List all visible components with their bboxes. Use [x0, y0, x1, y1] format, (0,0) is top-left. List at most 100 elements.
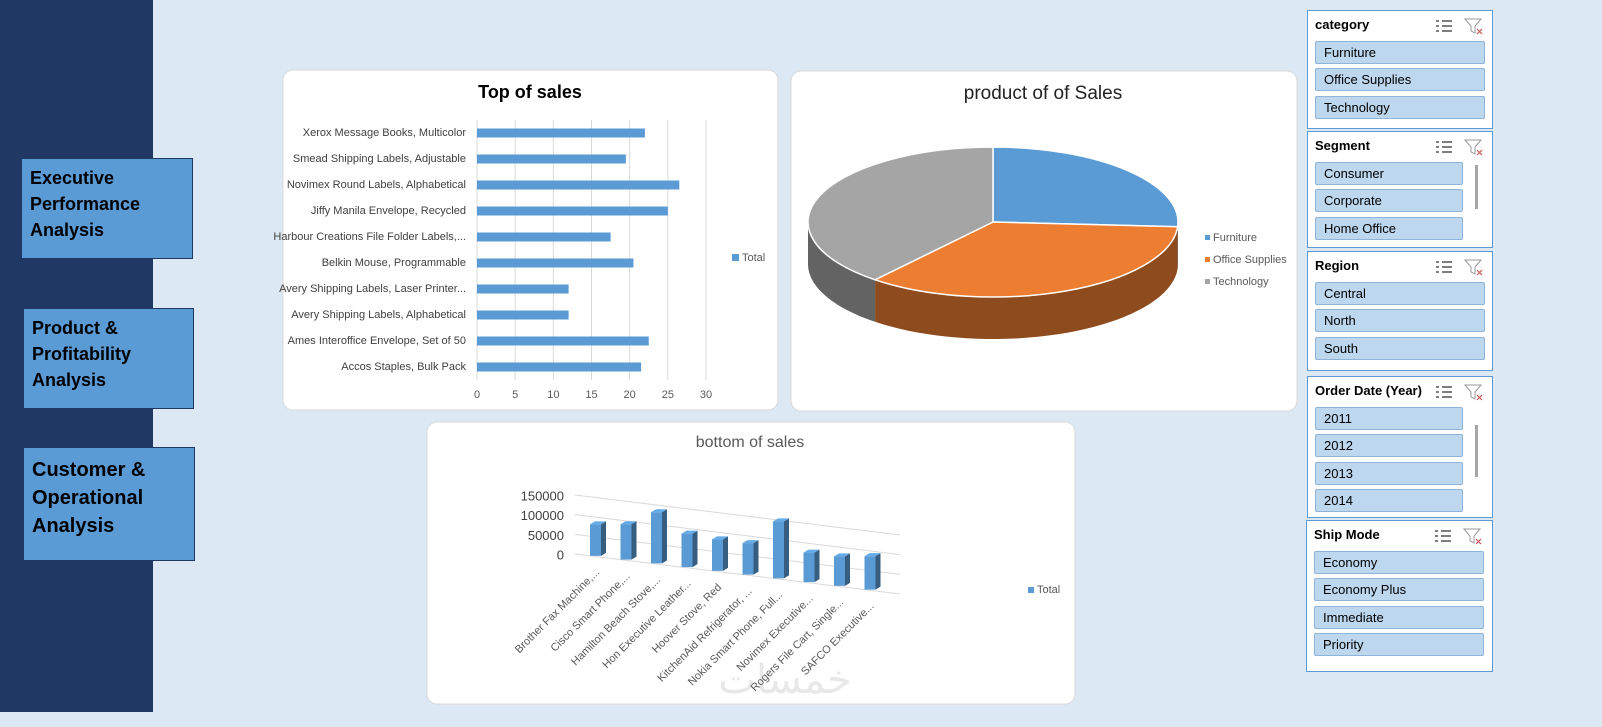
- multi-select-icon[interactable]: [1434, 138, 1454, 156]
- y-tick-label: Avery Shipping Labels, Laser Printer...: [279, 283, 466, 295]
- bar-top: [620, 521, 637, 525]
- chart-title: product of of Sales: [964, 83, 1122, 104]
- bar-top: [742, 540, 759, 544]
- bar-side: [784, 518, 789, 579]
- slicer-item[interactable]: Technology: [1315, 95, 1485, 119]
- slicer: Segment Consumer Corporate Home Office: [1307, 131, 1493, 248]
- bar-side: [845, 553, 850, 586]
- bar-side: [753, 540, 759, 575]
- clear-filter-icon[interactable]: [1464, 138, 1484, 156]
- pie-slice: [807, 146, 994, 281]
- slicer-item[interactable]: 2013: [1315, 461, 1463, 485]
- slicer-item[interactable]: Economy Plus: [1314, 578, 1484, 602]
- y-tick-label: 0: [557, 547, 564, 562]
- bar: [620, 524, 632, 560]
- multi-select-icon[interactable]: [1434, 258, 1454, 276]
- bar-top: [590, 521, 606, 525]
- multi-select-icon[interactable]: [1434, 383, 1454, 401]
- legend-swatch: [1028, 587, 1034, 593]
- slicer: Ship Mode Economy Economy Plus Immediate Pri…: [1306, 520, 1493, 672]
- slicer-item[interactable]: North: [1315, 309, 1485, 333]
- clear-filter-icon[interactable]: [1464, 17, 1484, 35]
- clear-filter-icon[interactable]: [1464, 258, 1484, 276]
- nav-button[interactable]: Customer & Operational Analysis: [23, 447, 195, 561]
- bar: [477, 154, 626, 164]
- chart-title: Top of sales: [478, 82, 582, 102]
- y-tick-label: Jiffy Manila Envelope, Recycled: [311, 205, 466, 217]
- bar: [477, 128, 645, 138]
- bar: [477, 258, 634, 268]
- slicer-item[interactable]: Economy: [1314, 551, 1484, 574]
- grid-line: [574, 553, 901, 595]
- x-tick-label: 10: [547, 389, 559, 401]
- x-tick-label: 5: [512, 389, 518, 401]
- slicer-item[interactable]: Corporate: [1315, 189, 1463, 213]
- slicer-item[interactable]: Furniture: [1315, 41, 1485, 64]
- legend-label: Total: [1037, 584, 1060, 596]
- slicer-title: Region: [1315, 258, 1360, 273]
- bar: [864, 556, 876, 590]
- slicer-title: Ship Mode: [1314, 527, 1380, 542]
- slicer-item[interactable]: 2011: [1315, 407, 1463, 430]
- y-tick-label: 100000: [521, 508, 564, 523]
- legend-swatch: [1205, 279, 1210, 284]
- slicer-item[interactable]: Office Supplies: [1315, 68, 1485, 92]
- scrollbar: [1475, 165, 1478, 209]
- bar-top: [651, 509, 667, 513]
- bar-side: [723, 536, 728, 571]
- bar-top: [834, 553, 850, 557]
- bar: [834, 556, 845, 586]
- slicer: category Furniture Office Supplies Technolo…: [1307, 10, 1493, 129]
- bar-side: [814, 549, 820, 583]
- bar: [477, 336, 649, 346]
- x-tick-label: 20: [624, 389, 636, 401]
- slicer-item[interactable]: 2014: [1315, 488, 1463, 512]
- x-tick-label: 15: [585, 389, 597, 401]
- legend-label: Office Supplies: [1213, 254, 1287, 266]
- clear-filter-icon[interactable]: [1463, 527, 1483, 545]
- slicer-title: Order Date (Year): [1315, 383, 1422, 398]
- slicer-item[interactable]: Central: [1315, 282, 1485, 305]
- slicer-item[interactable]: Home Office: [1315, 216, 1463, 240]
- bar-top: [773, 518, 789, 522]
- slicer-item[interactable]: Consumer: [1315, 162, 1463, 185]
- y-tick-label: Belkin Mouse, Programmable: [322, 257, 466, 269]
- watermark: خمسات: [718, 657, 851, 703]
- y-tick-label: 50000: [528, 528, 564, 543]
- y-tick-label: Smead Shipping Labels, Adjustable: [293, 153, 466, 165]
- bar: [477, 232, 611, 242]
- slicer-item[interactable]: South: [1315, 336, 1485, 360]
- scrollbar: [1475, 425, 1478, 477]
- y-tick-label: Avery Shipping Labels, Alphabetical: [291, 309, 466, 321]
- slicer-title: Segment: [1315, 138, 1370, 153]
- slicer-title: category: [1315, 17, 1370, 32]
- y-tick-label: 150000: [521, 488, 564, 503]
- multi-select-icon[interactable]: [1433, 527, 1453, 545]
- slicer-item[interactable]: 2012: [1315, 434, 1463, 458]
- nav-button[interactable]: Executive Performance Analysis: [21, 158, 193, 259]
- bar: [712, 539, 723, 571]
- bar-side: [601, 521, 606, 556]
- legend-label: Furniture: [1213, 232, 1257, 244]
- clear-filter-icon[interactable]: [1464, 383, 1484, 401]
- bar-top: [681, 530, 698, 534]
- legend-label: Technology: [1213, 276, 1269, 288]
- x-tick-label: 30: [700, 389, 712, 401]
- grid-line: [574, 494, 901, 536]
- y-tick-label: Xerox Message Books, Multicolor: [303, 127, 467, 139]
- bar-top: [803, 549, 820, 553]
- bar-side: [662, 509, 667, 564]
- slicer-item[interactable]: Priority: [1314, 632, 1484, 656]
- bar: [477, 284, 569, 294]
- multi-select-icon[interactable]: [1434, 17, 1454, 35]
- slicer-item[interactable]: Immediate: [1314, 605, 1484, 629]
- legend-swatch: [732, 254, 739, 261]
- bar: [773, 521, 784, 579]
- nav-button[interactable]: Product & Profitability Analysis: [23, 308, 194, 409]
- bar: [477, 206, 668, 216]
- bar-top: [864, 553, 881, 557]
- pie-slice: [873, 221, 1179, 298]
- bar-top: [712, 536, 728, 540]
